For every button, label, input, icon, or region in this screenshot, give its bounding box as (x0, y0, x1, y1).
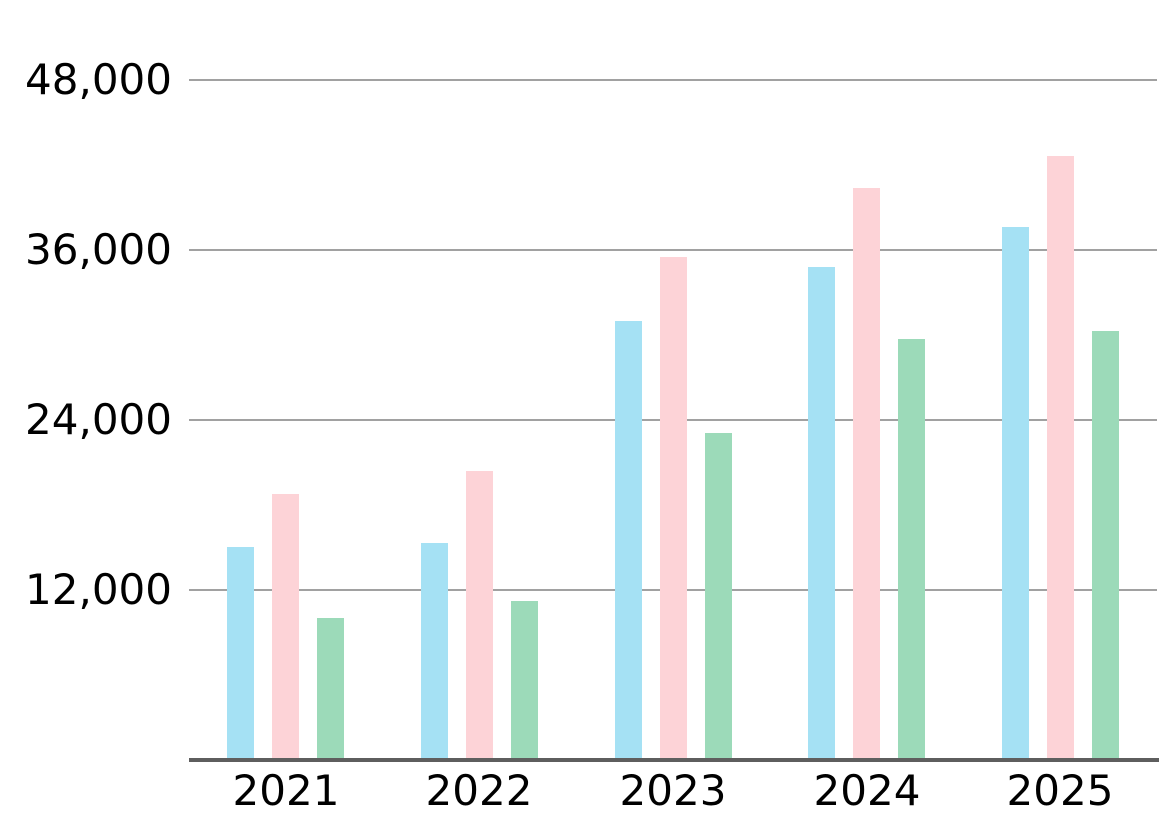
bar-pink-2021 (272, 494, 299, 762)
bar-green-2023 (705, 433, 732, 762)
bar-green-2025 (1092, 331, 1119, 762)
y-axis-tick-label: 36,000 (25, 225, 172, 274)
bar-green-2022 (511, 601, 538, 762)
bar-blue-2022 (421, 543, 448, 762)
gridline-48,000 (189, 79, 1157, 81)
x-axis-category-label: 2021 (232, 766, 340, 813)
y-axis-tick-label: 24,000 (25, 395, 172, 444)
bar-blue-2021 (227, 547, 254, 762)
bar-blue-2025 (1002, 227, 1029, 762)
bar-pink-2025 (1047, 156, 1074, 762)
bar-pink-2022 (466, 471, 493, 762)
bar-blue-2023 (615, 321, 642, 762)
x-axis-category-label: 2025 (1006, 766, 1114, 813)
x-axis-category-label: 2023 (619, 766, 727, 813)
bar-pink-2023 (660, 257, 687, 762)
x-axis-baseline (189, 758, 1159, 762)
x-axis-category-label: 2022 (425, 766, 533, 813)
x-axis-category-label: 2024 (813, 766, 921, 813)
bar-pink-2024 (853, 188, 880, 762)
gridline-36,000 (189, 249, 1157, 251)
bar-green-2024 (898, 339, 925, 762)
y-axis-tick-label: 12,000 (25, 565, 172, 614)
bar-green-2021 (317, 618, 344, 762)
y-axis-tick-label: 48,000 (25, 55, 172, 104)
bar-blue-2024 (808, 267, 835, 762)
